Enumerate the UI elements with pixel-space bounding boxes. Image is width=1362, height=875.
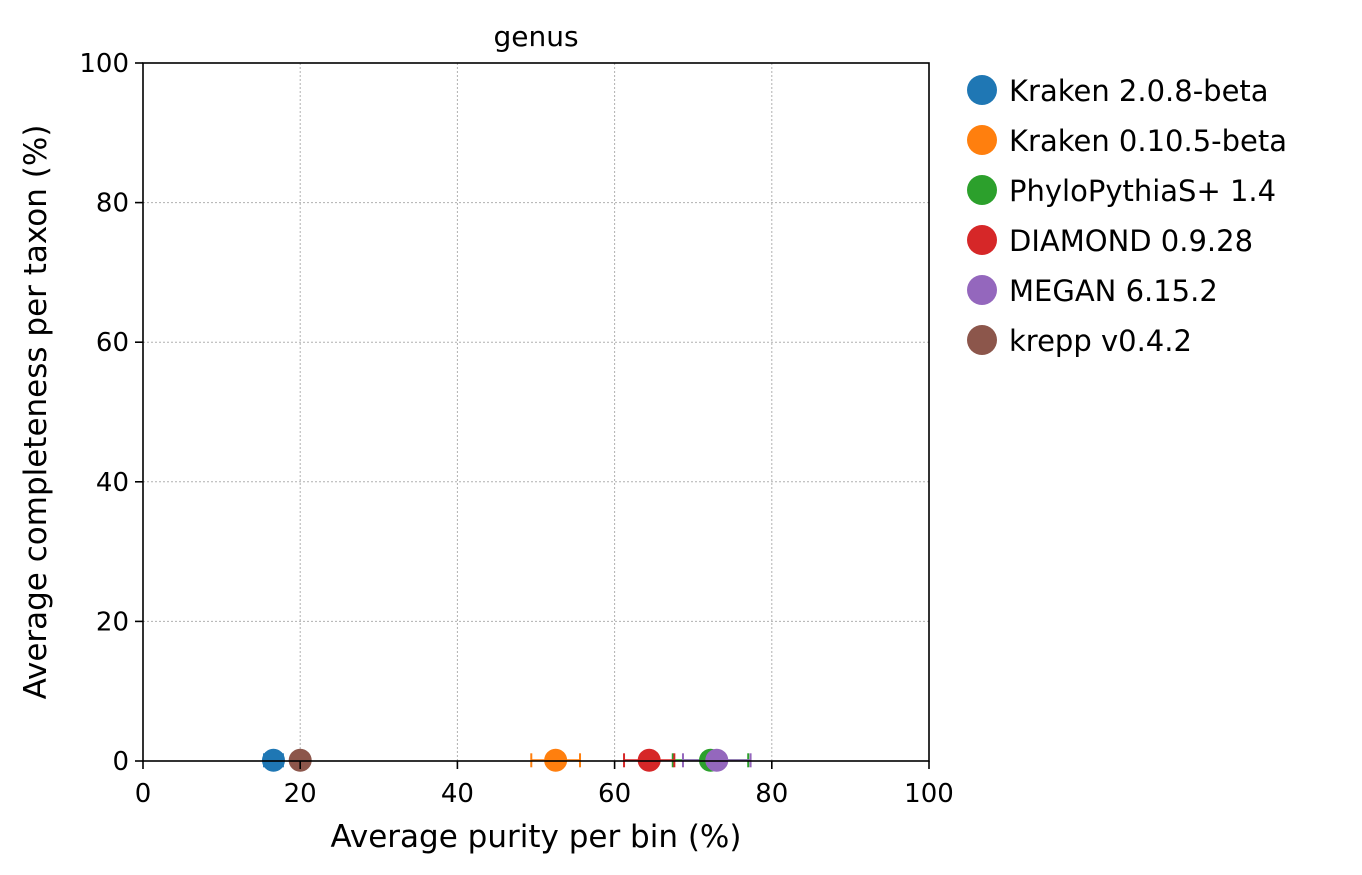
legend-item: Kraken 0.10.5-beta: [967, 124, 1287, 158]
x-tick-label: 60: [598, 779, 631, 809]
x-tick-label: 20: [284, 779, 317, 809]
legend-label: Kraken 0.10.5-beta: [1009, 124, 1287, 158]
x-tick-label: 40: [441, 779, 474, 809]
legend-label: Kraken 2.0.8-beta: [1009, 74, 1269, 108]
legend-item: DIAMOND 0.9.28: [967, 224, 1253, 258]
y-tick-label: 60: [96, 328, 129, 358]
legend-item: Kraken 2.0.8-beta: [967, 74, 1269, 108]
y-tick-label: 20: [96, 607, 129, 637]
legend-item: krepp v0.4.2: [967, 324, 1192, 358]
grid-lines: [143, 63, 929, 761]
y-tick-label: 80: [96, 189, 129, 219]
y-axis-label: Average completeness per taxon (%): [18, 125, 54, 700]
y-axis-ticks: 0 20 40 60 80 100: [79, 49, 143, 777]
x-tick-label: 80: [755, 779, 788, 809]
legend-marker: [967, 275, 997, 305]
y-tick-label: 40: [96, 468, 129, 498]
legend-item: MEGAN 6.15.2: [967, 274, 1218, 308]
legend-marker: [967, 125, 997, 155]
legend-marker: [967, 75, 997, 105]
legend-marker: [967, 175, 997, 205]
chart-title: genus: [493, 20, 578, 53]
legend-label: PhyloPythiaS+ 1.4: [1009, 174, 1276, 208]
legend-label: DIAMOND 0.9.28: [1009, 224, 1253, 258]
x-tick-label: 100: [904, 779, 954, 809]
plot-frame: [142, 62, 930, 762]
legend-marker: [967, 225, 997, 255]
y-tick-label: 0: [112, 747, 129, 777]
legend-label: MEGAN 6.15.2: [1009, 274, 1218, 308]
legend-marker: [967, 325, 997, 355]
x-axis-label: Average purity per bin (%): [331, 819, 742, 855]
x-tick-label: 0: [135, 779, 152, 809]
legend-item: PhyloPythiaS+ 1.4: [967, 174, 1276, 208]
legend-label: krepp v0.4.2: [1009, 324, 1192, 358]
x-axis-ticks: 0 20 40 60 80 100: [135, 761, 954, 809]
y-tick-label: 100: [79, 49, 129, 79]
legend: Kraken 2.0.8-beta Kraken 0.10.5-beta Phylo…: [967, 74, 1287, 358]
